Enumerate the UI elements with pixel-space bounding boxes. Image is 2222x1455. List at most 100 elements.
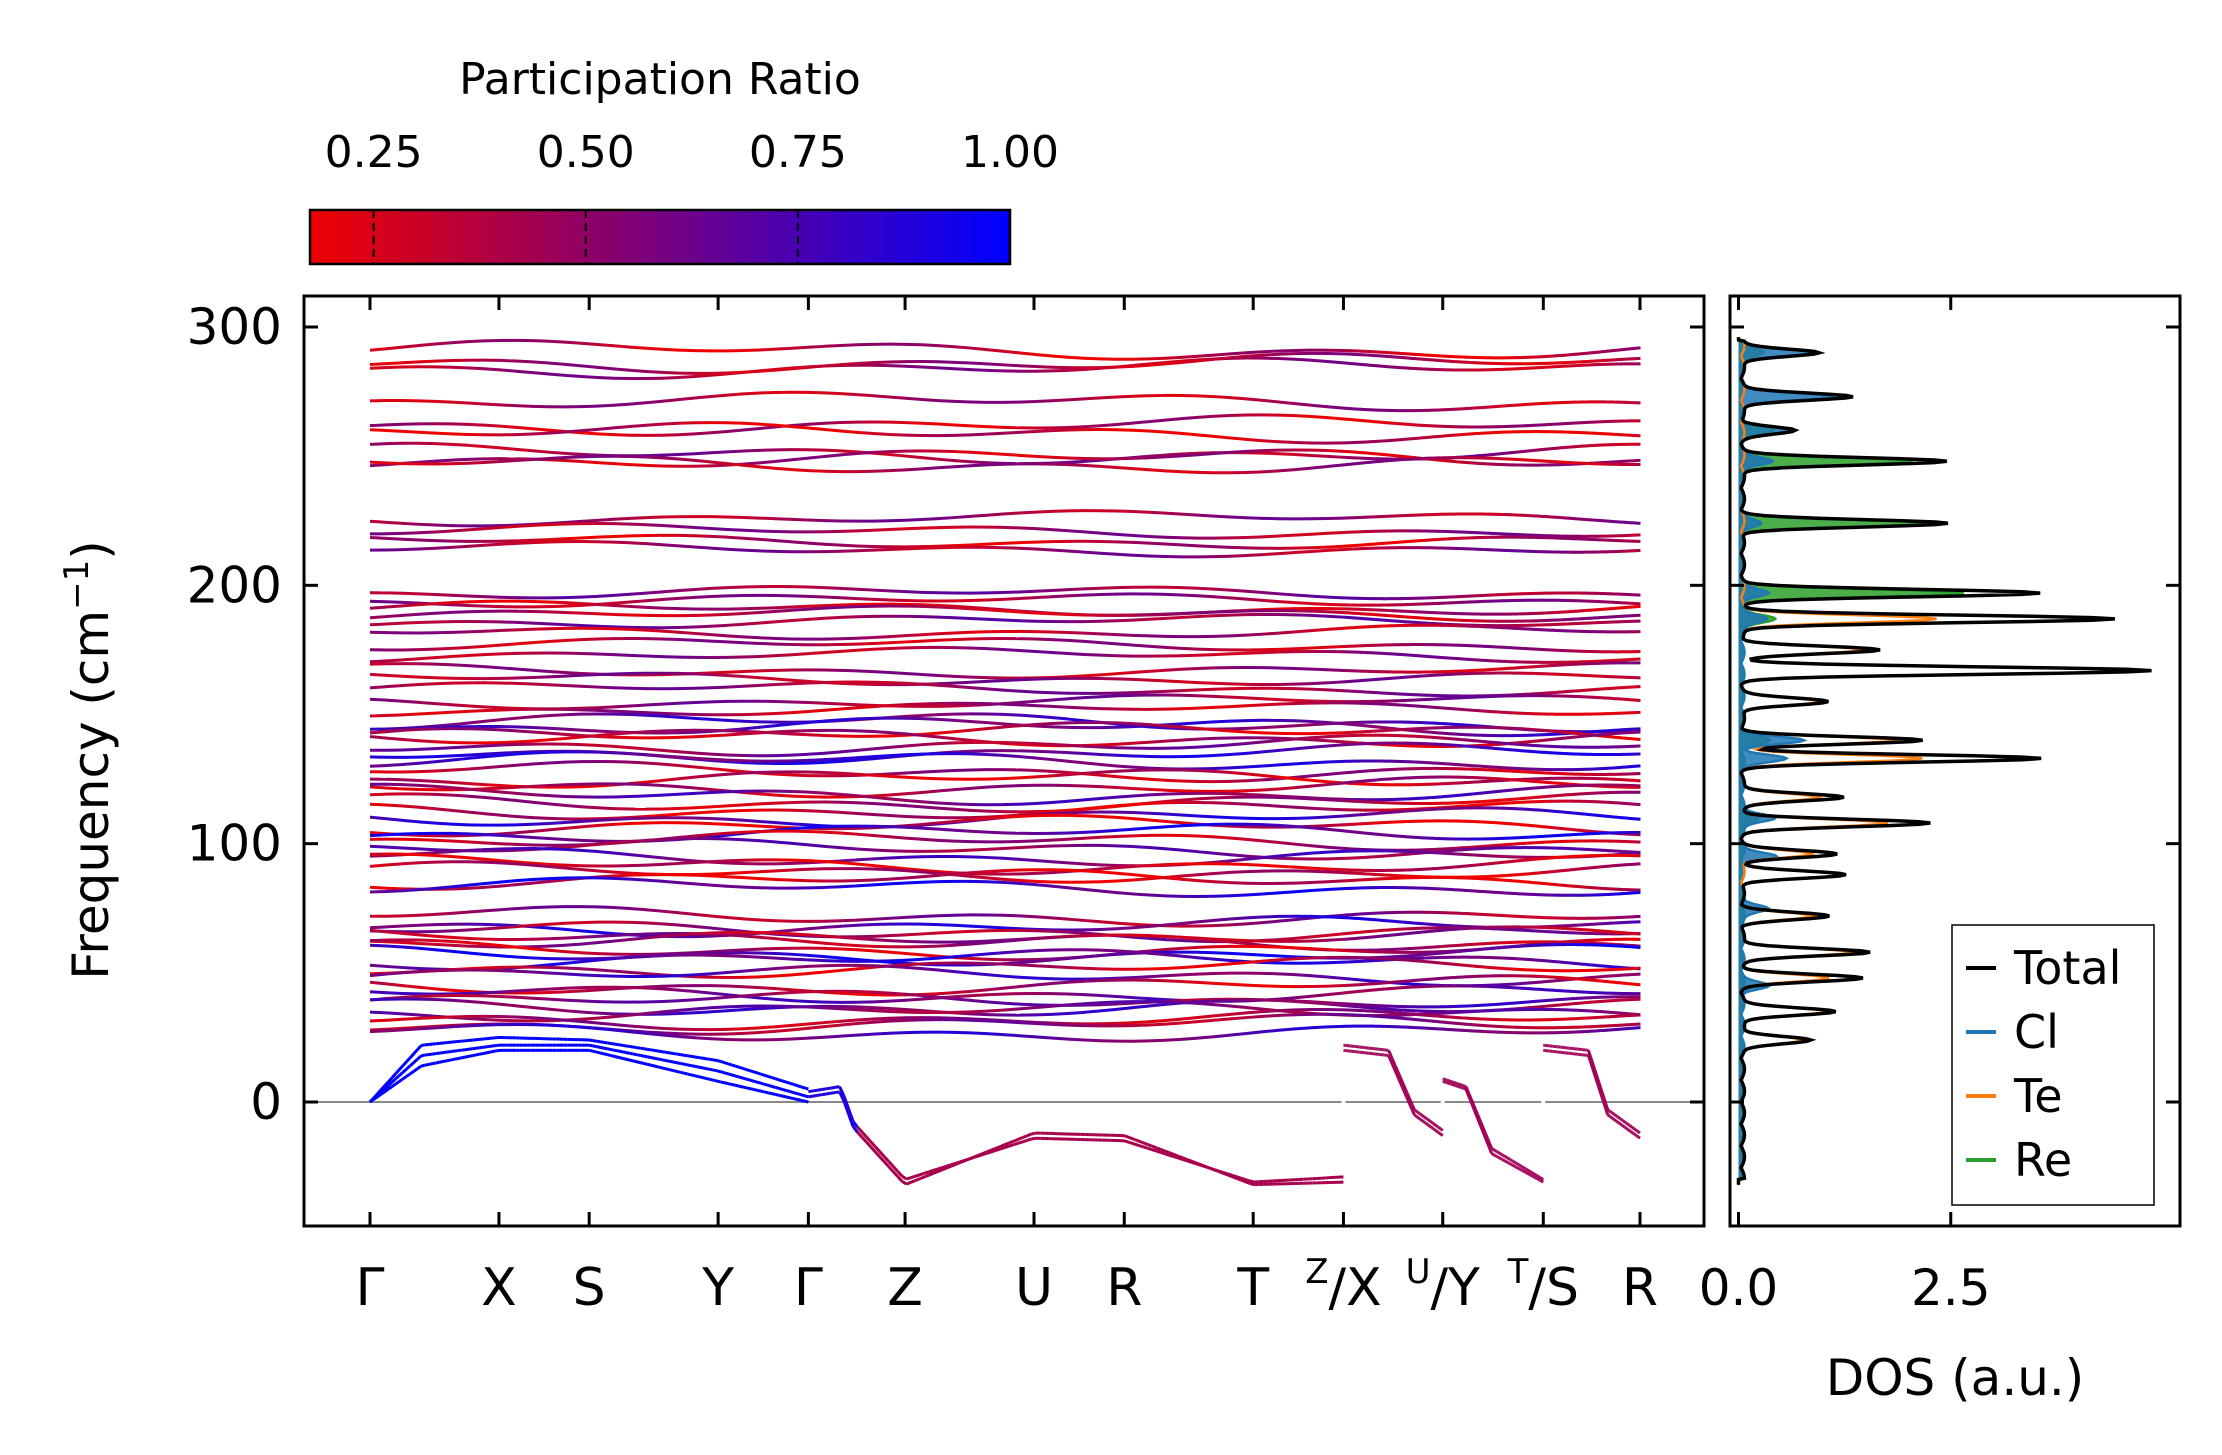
band-line <box>1067 463 1085 467</box>
band-line <box>1067 549 1085 554</box>
band-line <box>386 461 404 466</box>
band-line <box>954 637 971 642</box>
band-line <box>1099 551 1117 556</box>
band-line <box>889 433 906 437</box>
band-line <box>1051 428 1069 433</box>
band-line <box>499 620 517 624</box>
band-line <box>743 528 760 533</box>
band-line <box>597 593 614 598</box>
band-line <box>613 425 631 430</box>
band-line <box>1246 632 1263 637</box>
band-line <box>1181 354 1199 359</box>
band-line <box>953 464 971 469</box>
band-line <box>1067 367 1085 372</box>
band-line <box>1051 398 1069 403</box>
band-line <box>369 347 387 352</box>
band-line <box>1310 453 1328 458</box>
band-line <box>1002 430 1020 435</box>
band-line <box>467 604 485 608</box>
band-line <box>451 461 468 466</box>
band-line <box>1262 469 1280 474</box>
band-line <box>467 401 485 406</box>
band-line <box>418 656 436 661</box>
band-line <box>759 459 777 465</box>
band-line <box>759 641 777 646</box>
band-line <box>937 605 955 610</box>
band-line <box>807 616 825 621</box>
band-line <box>1229 436 1247 441</box>
band-line <box>1148 616 1166 621</box>
band-line <box>1116 642 1134 647</box>
band-line <box>1327 595 1345 600</box>
band-line <box>937 631 955 636</box>
band-line <box>1294 414 1312 419</box>
band-line <box>1035 399 1052 404</box>
band-line <box>726 535 744 540</box>
band-line <box>564 429 582 434</box>
band-line <box>629 541 647 546</box>
band-line <box>434 593 452 597</box>
band-line <box>402 429 420 434</box>
band-line <box>872 432 890 436</box>
band-line <box>1132 467 1150 472</box>
band-line <box>1099 422 1117 428</box>
band-line <box>726 611 744 616</box>
band-line <box>905 633 923 638</box>
band-line <box>953 459 971 464</box>
band-line <box>759 465 777 470</box>
band-line <box>694 586 712 591</box>
band-line <box>1213 356 1231 361</box>
band-line <box>645 654 663 659</box>
band-line <box>1197 647 1215 652</box>
band-line <box>678 421 696 425</box>
band-line <box>937 366 955 371</box>
band-line <box>791 607 809 612</box>
band-line <box>1278 440 1296 445</box>
band-line <box>905 364 923 369</box>
band-line <box>710 372 728 377</box>
band-line <box>1262 448 1280 453</box>
band-line <box>580 535 598 540</box>
band-line <box>1278 533 1296 538</box>
band-line <box>564 373 582 379</box>
band-line <box>921 632 939 637</box>
band-line <box>1294 532 1312 537</box>
band-line <box>791 345 809 350</box>
band-line <box>791 422 809 428</box>
band-line <box>726 622 744 627</box>
band-line <box>970 460 988 465</box>
band-line <box>402 620 420 625</box>
band-line <box>937 465 955 470</box>
band-line <box>1002 452 1020 457</box>
band-line <box>386 428 404 433</box>
band-line <box>661 543 679 548</box>
band-line <box>1116 394 1134 399</box>
band-line <box>1148 644 1166 649</box>
band-line <box>629 368 647 373</box>
band-line <box>580 404 598 409</box>
band-line <box>807 650 825 656</box>
band-line <box>872 635 890 639</box>
band-line <box>369 622 387 627</box>
band-line <box>1035 650 1053 655</box>
band-line <box>1035 353 1053 358</box>
band-line <box>840 648 858 653</box>
band-line <box>1197 614 1215 619</box>
band-line <box>451 340 468 345</box>
band-line <box>402 547 420 552</box>
band-line <box>418 459 436 464</box>
band-line <box>515 538 533 543</box>
band-line <box>451 457 468 462</box>
band-line <box>467 443 485 449</box>
band-line <box>856 635 874 640</box>
band-line <box>1197 452 1215 457</box>
band-line <box>515 369 533 375</box>
band-line <box>1164 454 1182 459</box>
band-line <box>515 425 533 431</box>
band-line <box>1278 357 1296 361</box>
band-line <box>532 540 550 545</box>
band-line <box>1181 512 1199 517</box>
band-line <box>483 629 501 633</box>
band-line <box>1310 627 1328 633</box>
band-line <box>645 346 663 351</box>
